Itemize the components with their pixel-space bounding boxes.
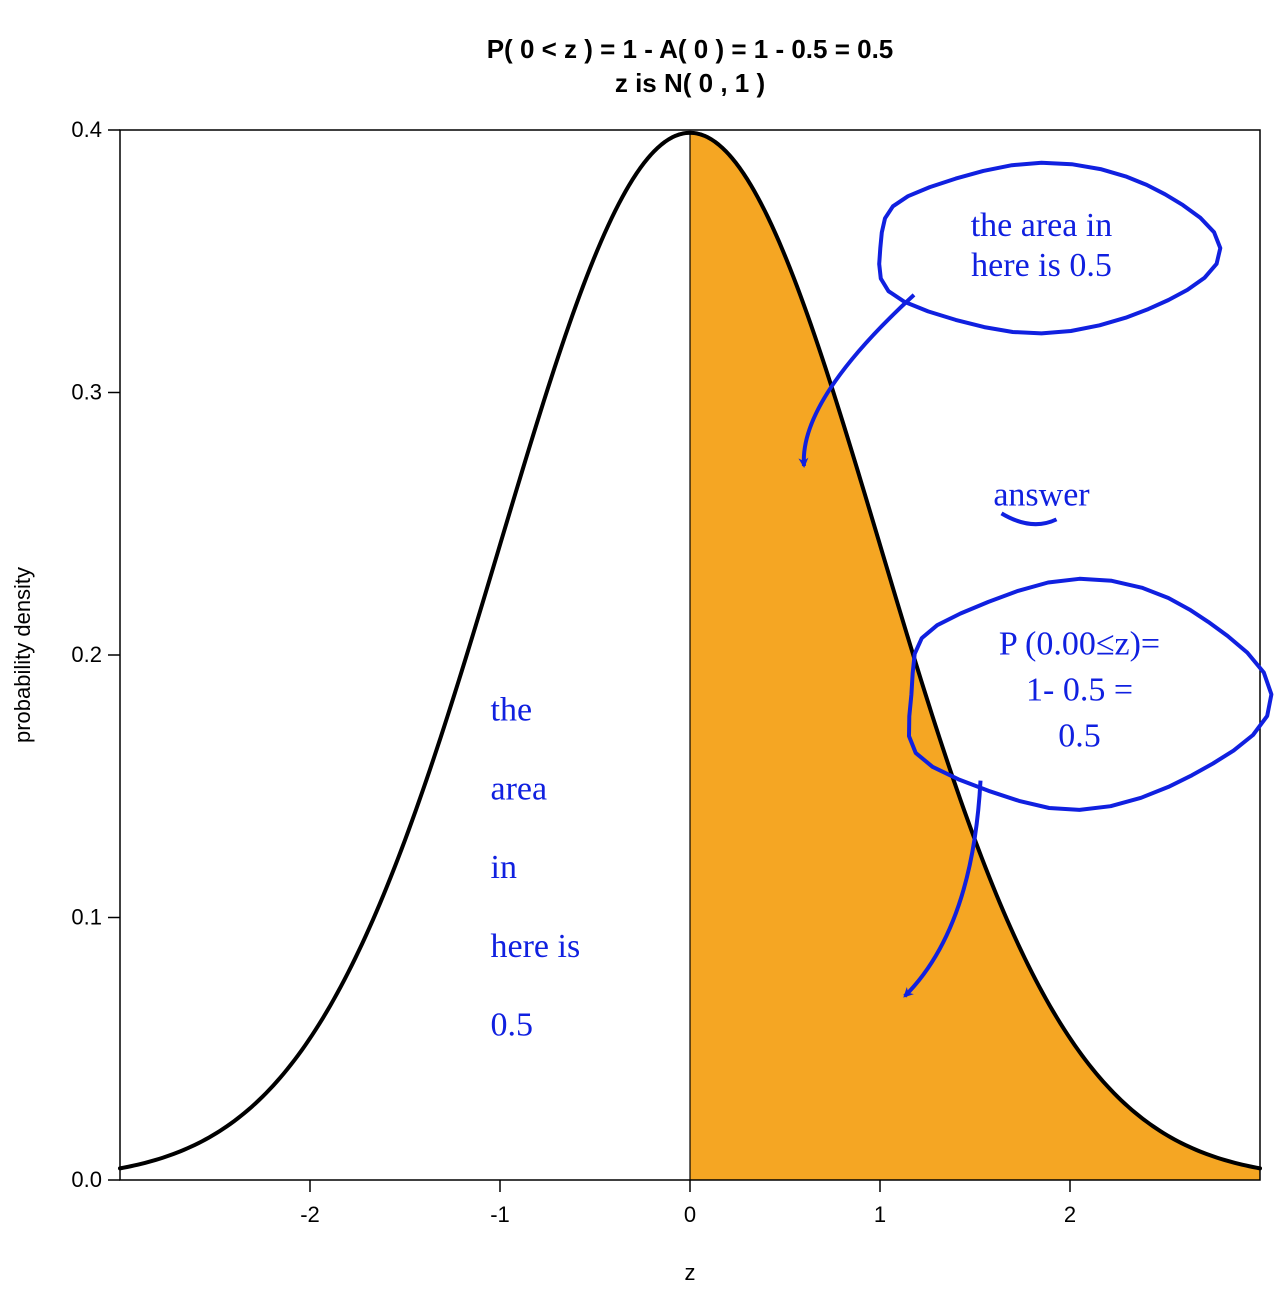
- annotation-bubble-2-text: 1- 0.5 =: [1026, 671, 1133, 708]
- annotation-left-text: in: [491, 849, 517, 886]
- title-line-1: P( 0 < z ) = 1 - A( 0 ) = 1 - 0.5 = 0.5: [487, 34, 894, 64]
- annotation-bubble-2-text: P (0.00≤z)=: [999, 625, 1160, 662]
- y-tick-label: 0.2: [71, 642, 102, 667]
- annotation-bubble-1-text: here is 0.5: [971, 247, 1112, 284]
- chart-container: P( 0 < z ) = 1 - A( 0 ) = 1 - 0.5 = 0.5 z…: [0, 0, 1284, 1307]
- annotation-left-text: area: [491, 770, 548, 807]
- y-tick-label: 0.3: [71, 380, 102, 405]
- annotation-left-text: 0.5: [491, 1007, 534, 1044]
- y-tick-label: 0.0: [71, 1167, 102, 1192]
- x-axis-label: z: [685, 1260, 696, 1285]
- y-tick-label: 0.4: [71, 117, 102, 142]
- x-tick-label: -2: [300, 1202, 320, 1227]
- chart-svg: P( 0 < z ) = 1 - A( 0 ) = 1 - 0.5 = 0.5 z…: [0, 0, 1284, 1307]
- y-axis-label: probability density: [10, 567, 35, 743]
- annotation-left-text: here is: [491, 928, 581, 965]
- annotation-left-text: the: [491, 692, 533, 729]
- x-tick-label: 0: [684, 1202, 696, 1227]
- annotation-answer-label: answer: [993, 476, 1090, 513]
- title-line-2: z is N( 0 , 1 ): [615, 68, 765, 98]
- annotation-bubble-2-text: 0.5: [1058, 717, 1101, 754]
- x-tick-label: -1: [490, 1202, 510, 1227]
- x-tick-label: 1: [874, 1202, 886, 1227]
- annotation-bubble-1-text: the area in: [971, 207, 1113, 244]
- x-tick-label: 2: [1064, 1202, 1076, 1227]
- y-tick-label: 0.1: [71, 905, 102, 930]
